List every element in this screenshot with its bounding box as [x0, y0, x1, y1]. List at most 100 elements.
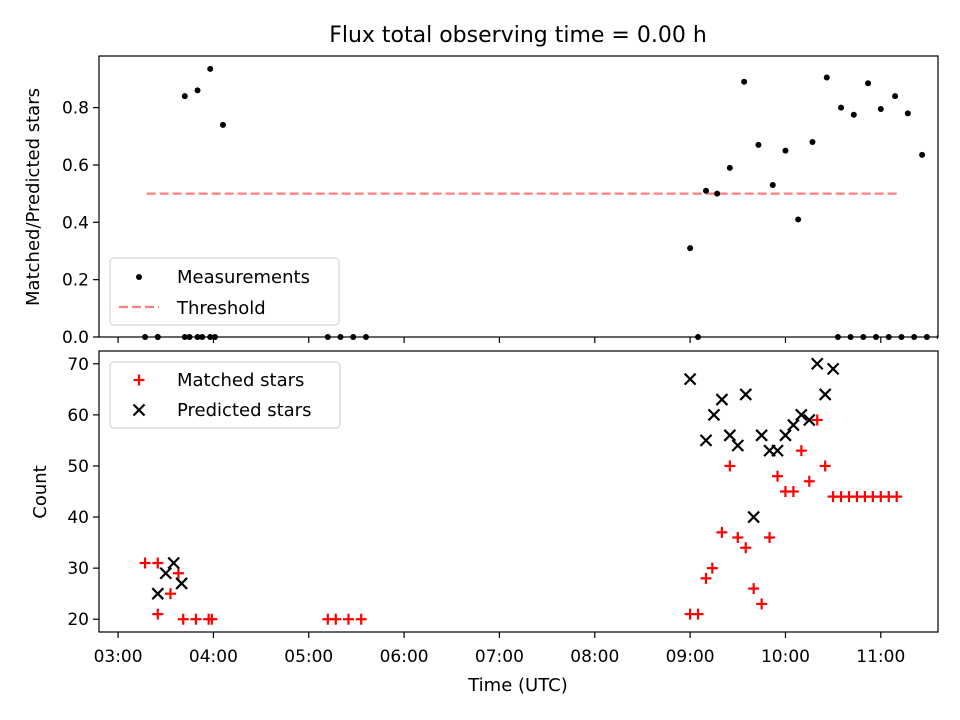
- legend-label-matched: Matched stars: [177, 370, 304, 391]
- top-y-axis-label: Matched/Predicted stars: [23, 88, 44, 306]
- measurement-point: [769, 182, 776, 189]
- legend-label-measurements: Measurements: [177, 267, 310, 288]
- predicted-star-point-b: [771, 444, 784, 457]
- predicted-star-point: [779, 429, 792, 442]
- predicted-star-point-b: [151, 587, 165, 600]
- matched-star-point: [819, 460, 831, 472]
- matched-star-point: [803, 475, 815, 487]
- measurement-point: [687, 245, 694, 252]
- matched-star-point: [716, 526, 728, 538]
- measurement-point: [782, 147, 789, 154]
- predicted-star-point-b: [723, 429, 737, 442]
- x-tick-label: 04:00: [189, 647, 238, 667]
- measurement-point: [823, 74, 830, 81]
- x-tick-label: 05:00: [284, 647, 333, 667]
- x-tick-label: 06:00: [380, 647, 429, 667]
- matched-star-point: [811, 414, 823, 426]
- predicted-star-point: [795, 408, 808, 422]
- matched-star-point: [355, 613, 367, 625]
- measurement-point: [755, 141, 762, 148]
- predicted-star-point-b: [787, 418, 800, 432]
- predicted-star-point-b: [707, 408, 721, 422]
- measurement-point: [714, 190, 721, 197]
- measurement-point: [892, 93, 899, 100]
- x-tick-label: 09:00: [666, 647, 715, 667]
- measurement-point: [877, 106, 884, 113]
- matched-star-point: [152, 608, 164, 620]
- predicted-star-point-b: [175, 577, 188, 590]
- predicted-star-point-b: [826, 362, 840, 376]
- predicted-star-point: [755, 429, 768, 442]
- matched-star-point: [330, 613, 342, 625]
- bottom-y-tick-label: 50: [67, 457, 89, 477]
- predicted-star-point-b: [731, 439, 745, 452]
- measurement-point: [795, 216, 802, 223]
- matched-star-point: [740, 542, 752, 554]
- matched-star-point: [172, 567, 184, 579]
- matched-star-point: [795, 445, 807, 457]
- predicted-star-point: [803, 413, 816, 427]
- predicted-star-point-b: [810, 357, 824, 371]
- predicted-star-point: [175, 577, 188, 590]
- top-legend: Measurements Threshold: [109, 257, 340, 326]
- predicted-star-point-b: [739, 388, 753, 401]
- bottom-y-tick-label: 40: [67, 508, 89, 528]
- top-plot: 0.0 0.2 0.4 0.6 0.8 Measurements Threshold: [62, 55, 955, 348]
- legend-label-threshold: Threshold: [176, 298, 266, 319]
- predicted-star-point: [715, 393, 729, 406]
- legend-marker-predicted: [132, 403, 146, 417]
- predicted-star-point: [723, 429, 737, 442]
- predicted-star-point: [159, 566, 173, 580]
- top-y-tick-label: 0.8: [62, 99, 89, 119]
- measurement-point: [219, 121, 226, 128]
- matched-star-point: [748, 583, 760, 595]
- predicted-star-point: [747, 510, 760, 524]
- matched-star-point: [342, 613, 354, 625]
- predicted-star-point-b: [755, 429, 768, 442]
- measurement-point: [703, 187, 710, 194]
- bottom-y-tick-label: 60: [67, 406, 89, 426]
- top-y-tick-label: 0.4: [62, 213, 89, 233]
- measurement-point: [850, 111, 857, 118]
- measurement-point: [904, 110, 911, 117]
- measurement-point: [949, 334, 955, 340]
- matched-star-point: [177, 613, 189, 625]
- predicted-star-point-b: [715, 393, 729, 406]
- measurement-point: [838, 104, 845, 111]
- predicted-star-point-b: [818, 388, 832, 401]
- matched-star-point: [692, 608, 704, 620]
- predicted-star-point-b: [167, 556, 180, 570]
- matched-star-point: [139, 557, 151, 569]
- bottom-plot: 20 30 40 50 60 70 03:00 04:00 05:00 06:00 07:00 08:…: [67, 350, 939, 667]
- predicted-star-point-b: [795, 408, 808, 422]
- matched-star-point: [764, 531, 776, 543]
- x-axis-label: Time (UTC): [467, 675, 568, 696]
- legend-label-predicted: Predicted stars: [177, 400, 311, 421]
- predicted-star-point: [818, 388, 832, 401]
- x-tick-label: 11:00: [856, 647, 905, 667]
- predicted-star-point-b: [803, 413, 816, 427]
- predicted-star-point: [151, 587, 165, 600]
- measurement-point: [181, 93, 188, 100]
- predicted-star-point: [810, 357, 824, 371]
- top-plot-frame: [98, 55, 939, 338]
- predicted-star-point: [167, 556, 180, 570]
- legend-marker-predicted-b: [132, 403, 146, 417]
- matched-star-point: [700, 572, 712, 584]
- x-tick-label: 07:00: [475, 647, 524, 667]
- bottom-plot-frame: [98, 350, 939, 633]
- predicted-star-point: [739, 388, 753, 401]
- legend-marker-measurements: [136, 274, 142, 280]
- predicted-star-point-b: [747, 510, 760, 524]
- top-y-tick-label: 0.6: [62, 156, 89, 176]
- chart-title: Flux total observing time = 0.00 h: [329, 23, 707, 48]
- bottom-legend-box: [109, 361, 341, 429]
- matched-star-point: [756, 598, 768, 610]
- bottom-y-tick-label: 20: [67, 610, 89, 630]
- measurement-point: [809, 139, 816, 146]
- top-legend-box: [109, 257, 340, 326]
- measurement-point: [726, 164, 733, 171]
- matched-star-point: [891, 491, 903, 503]
- predicted-star-point-b: [699, 434, 713, 447]
